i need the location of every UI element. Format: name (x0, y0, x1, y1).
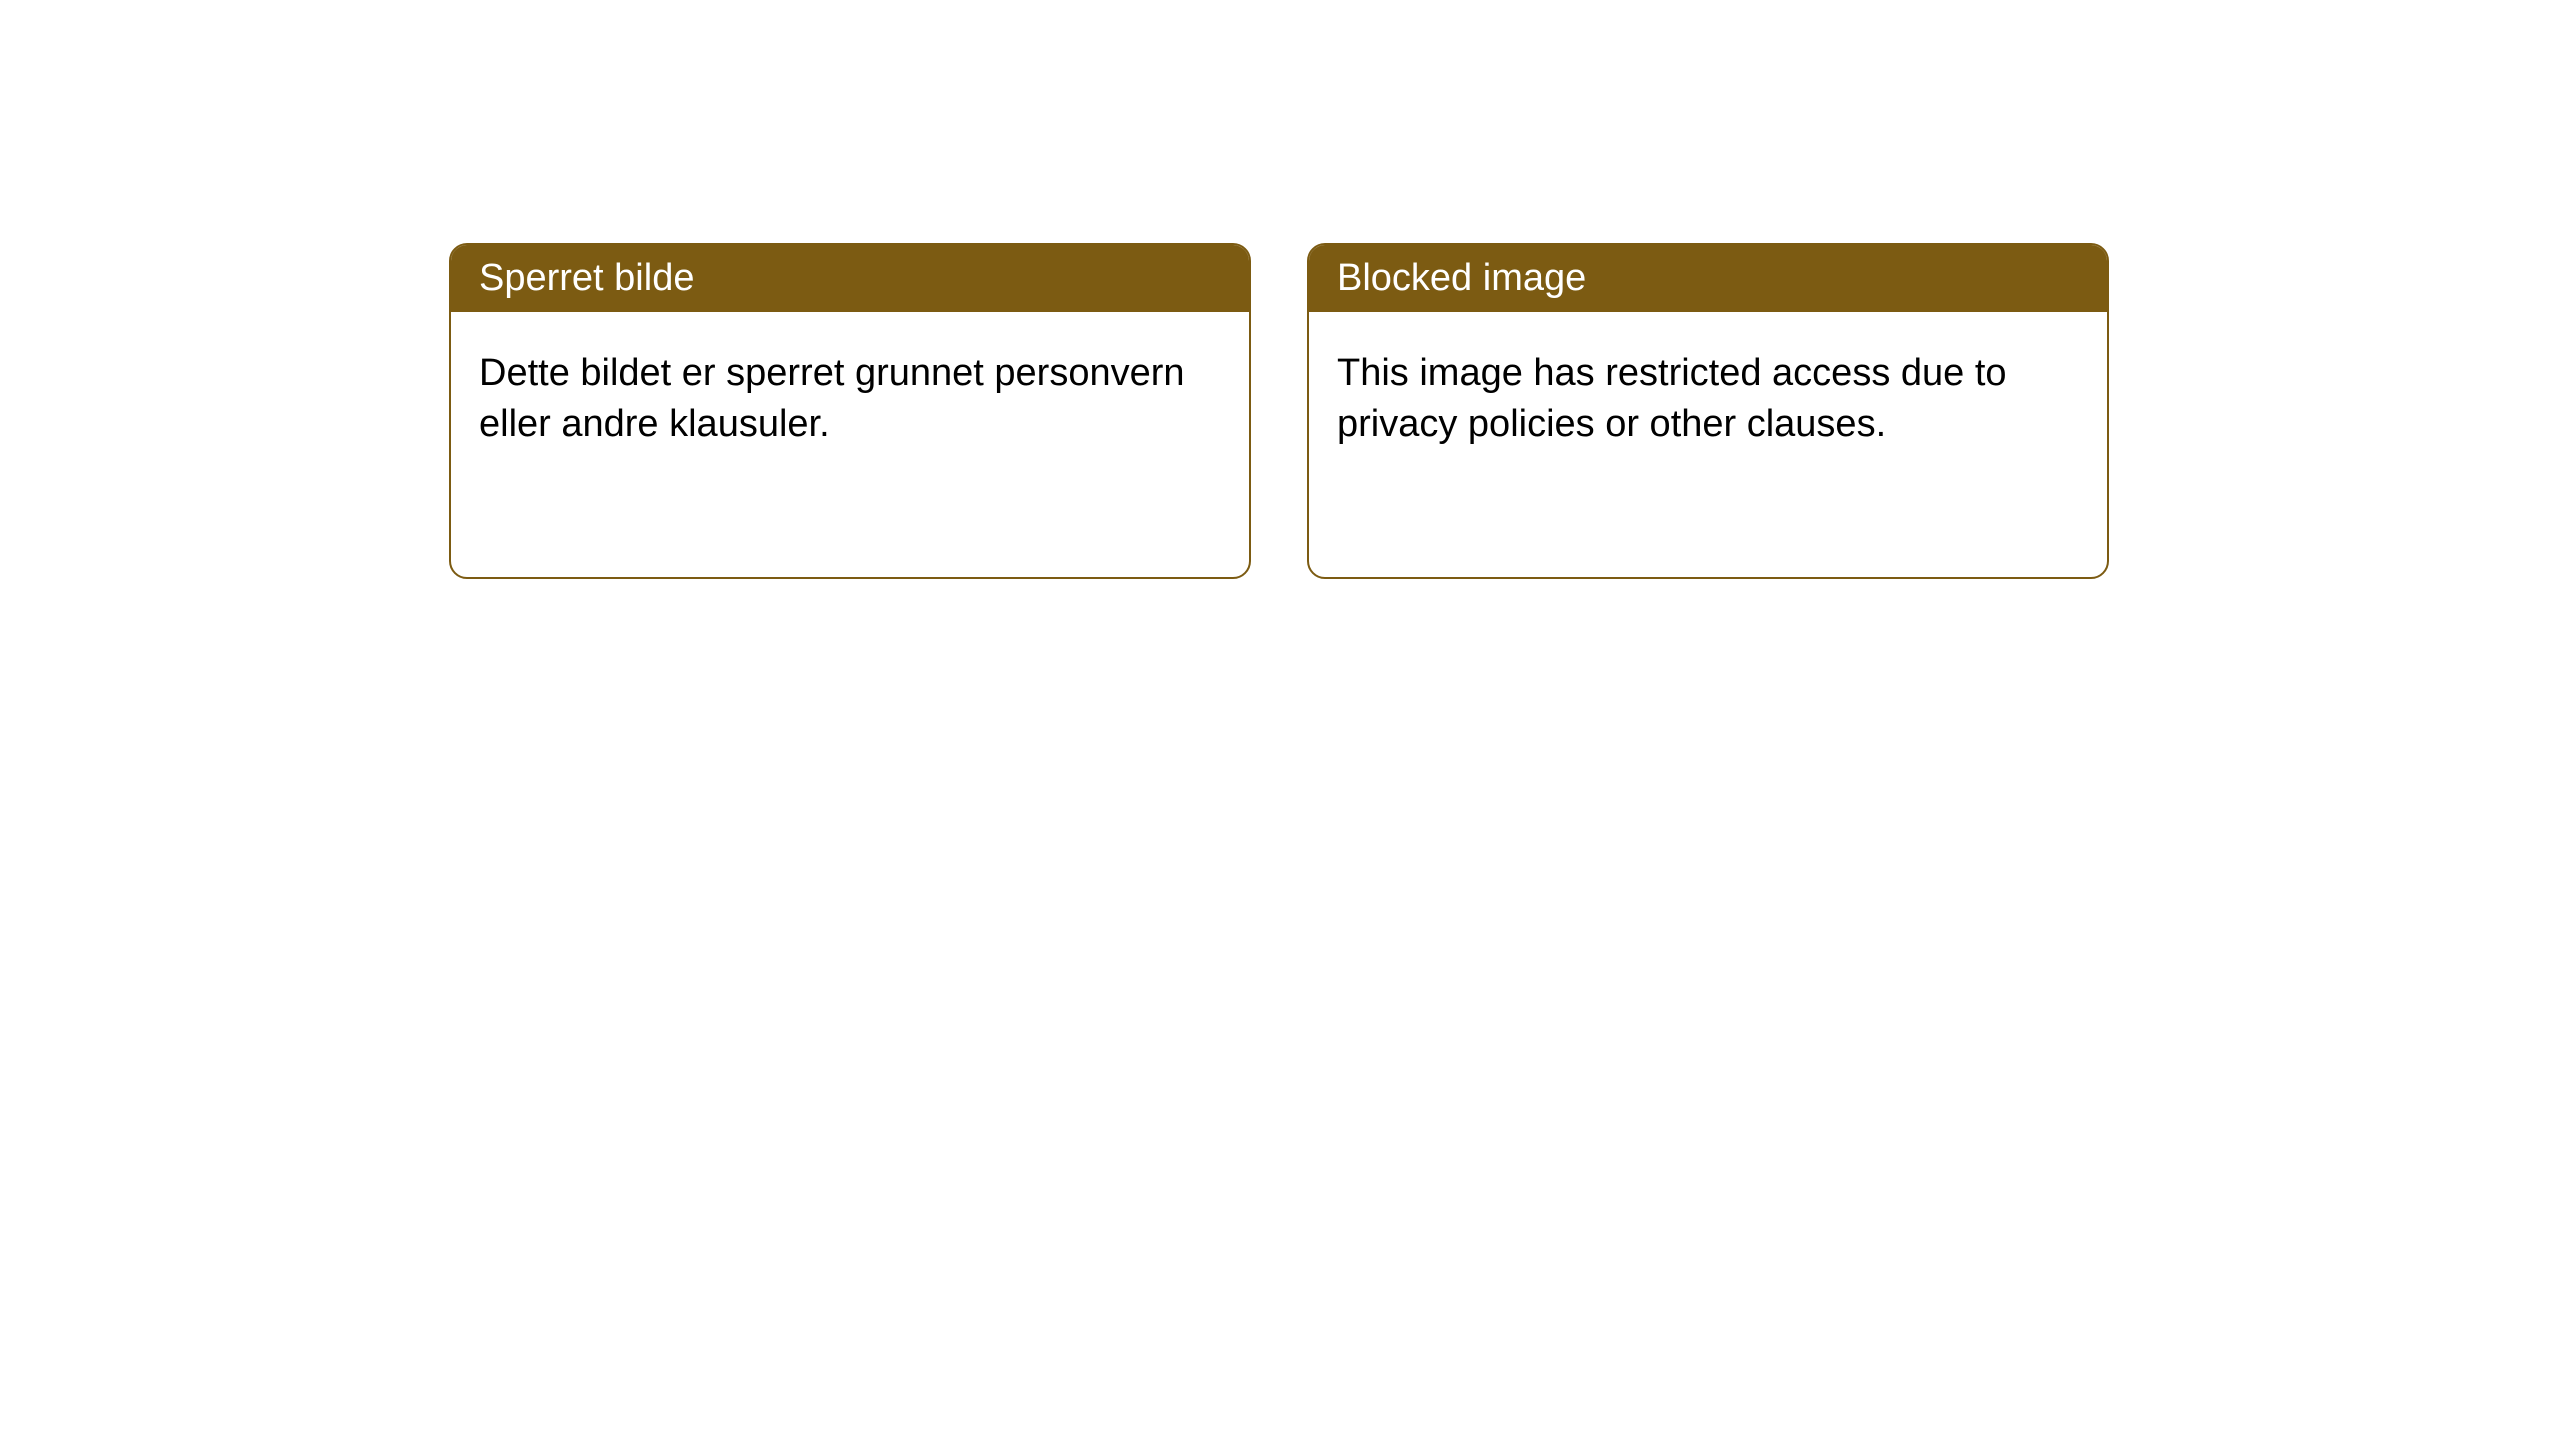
notice-card-english: Blocked image This image has restricted … (1307, 243, 2109, 579)
card-body: This image has restricted access due to … (1309, 312, 2107, 487)
card-body-text: This image has restricted access due to … (1337, 352, 2007, 445)
notice-card-norwegian: Sperret bilde Dette bildet er sperret gr… (449, 243, 1251, 579)
card-header: Blocked image (1309, 245, 2107, 312)
card-header: Sperret bilde (451, 245, 1249, 312)
notice-cards-container: Sperret bilde Dette bildet er sperret gr… (449, 243, 2109, 579)
card-title: Sperret bilde (479, 257, 694, 299)
card-body: Dette bildet er sperret grunnet personve… (451, 312, 1249, 487)
card-body-text: Dette bildet er sperret grunnet personve… (479, 352, 1185, 445)
card-title: Blocked image (1337, 257, 1586, 299)
